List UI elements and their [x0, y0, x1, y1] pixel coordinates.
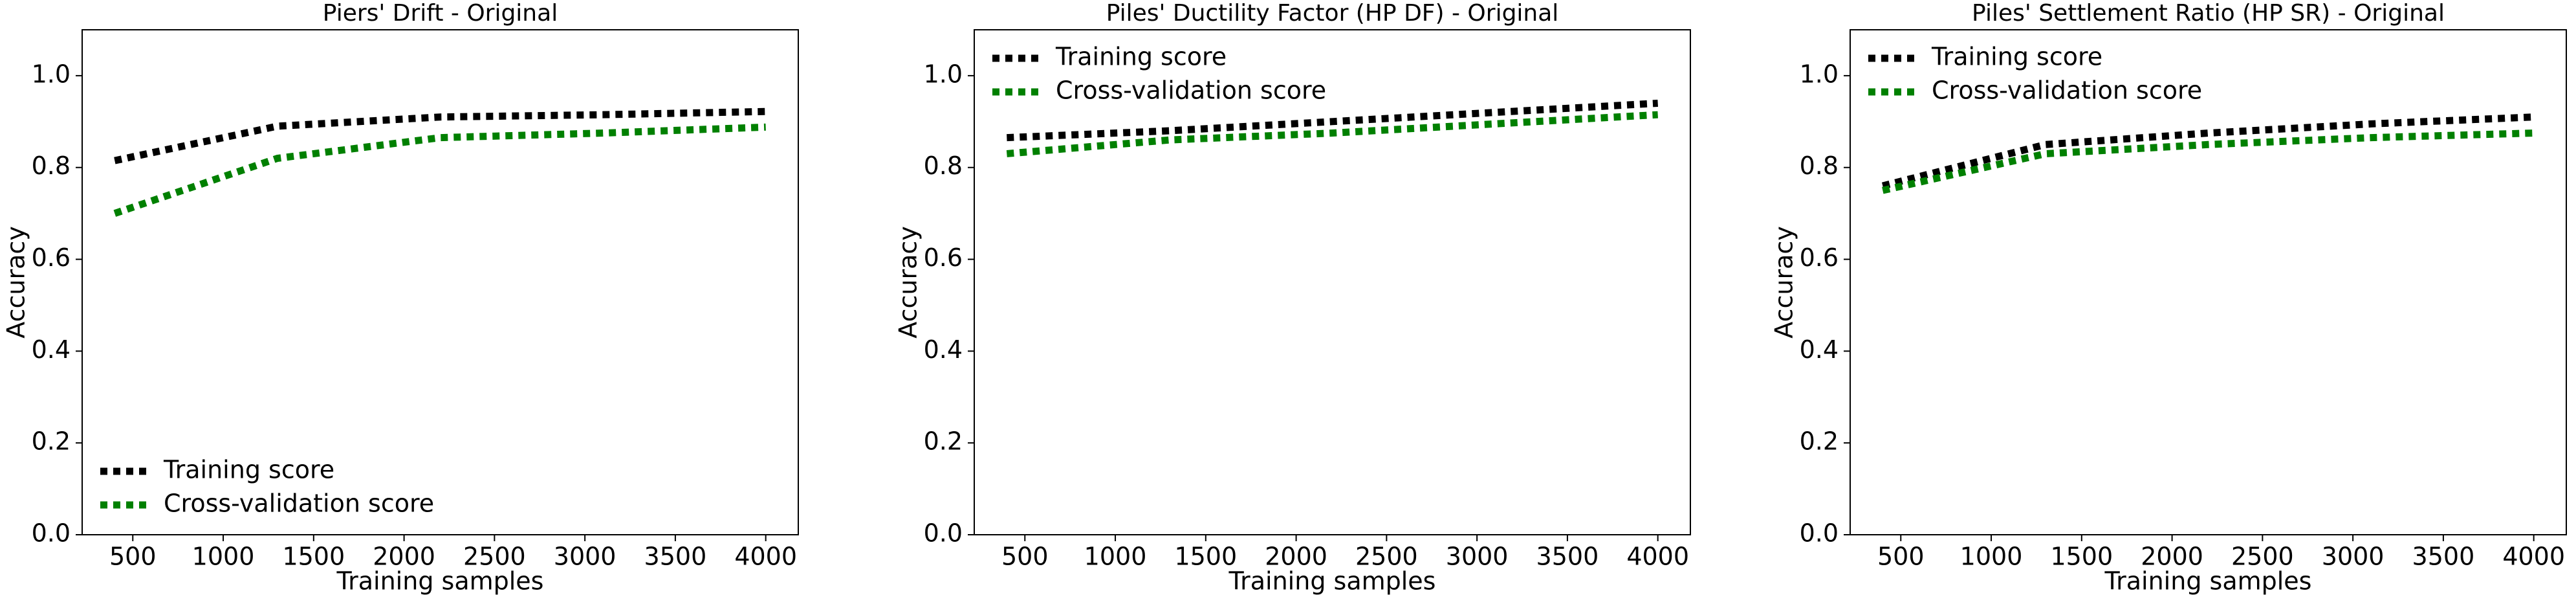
x-axis-label: Training samples: [336, 567, 544, 596]
y-tick-label: 0.6: [1800, 243, 1839, 272]
chart-title: Piles' Ductility Factor (HP DF) - Origin…: [1106, 0, 1559, 27]
series-line: [114, 107, 766, 164]
x-tick-label: 3000: [1446, 542, 1509, 571]
y-axis-label: Accuracy: [2, 226, 30, 339]
legend-label: Training score: [1055, 43, 1227, 71]
y-tick-label: 0.2: [1800, 427, 1839, 456]
plot-frame: [1850, 29, 2567, 535]
x-tick-label: 3000: [2322, 542, 2385, 571]
series-line: [1881, 113, 2534, 190]
chart-title: Piles' Settlement Ratio (HP SR) - Origin…: [1972, 0, 2445, 27]
x-tick-label: 1500: [1174, 542, 1237, 571]
x-tick-label: 3500: [644, 542, 707, 571]
x-tick-label: 1000: [1084, 542, 1147, 571]
y-tick-label: 0.8: [924, 151, 963, 180]
chart-title: Piers' Drift - Original: [323, 0, 558, 27]
y-tick-label: 0.8: [32, 151, 71, 180]
y-tick-label: 0.2: [924, 427, 963, 456]
x-tick-label: 2500: [2231, 542, 2294, 571]
y-tick-label: 0.6: [32, 243, 71, 272]
legend-label: Cross-validation score: [164, 489, 434, 518]
y-tick-label: 1.0: [924, 60, 963, 88]
y-tick-label: 0.2: [32, 427, 71, 456]
x-tick-label: 2500: [1355, 542, 1418, 571]
x-tick-label: 2500: [463, 542, 526, 571]
series-line: [1007, 99, 1658, 142]
legend-label: Cross-validation score: [1056, 76, 1326, 105]
y-tick-label: 0.0: [924, 519, 963, 548]
legend-label: Cross-validation score: [1932, 76, 2202, 105]
x-tick-label: 1500: [2050, 542, 2113, 571]
series-line: [1006, 111, 1658, 157]
x-tick-label: 4000: [1626, 542, 1689, 571]
y-tick-label: 0.4: [1800, 335, 1839, 364]
x-tick-label: 3500: [2412, 542, 2475, 571]
plot-frame: [974, 29, 1691, 535]
x-tick-label: 3500: [1536, 542, 1599, 571]
x-tick-label: 4000: [734, 542, 797, 571]
y-axis-label: Accuracy: [894, 226, 922, 339]
legend-label: Training score: [163, 456, 334, 484]
x-tick-label: 1000: [192, 542, 255, 571]
x-tick-label: 2000: [2141, 542, 2203, 571]
y-tick-label: 0.0: [32, 519, 71, 548]
series-line: [113, 123, 766, 217]
x-axis-label: Training samples: [1228, 567, 1436, 596]
x-tick-label: 500: [1877, 542, 1925, 571]
x-tick-label: 2000: [1265, 542, 1327, 571]
y-tick-label: 0.4: [924, 335, 963, 364]
y-tick-label: 0.6: [924, 243, 963, 272]
x-axis-label: Training samples: [2104, 567, 2312, 596]
x-tick-label: 500: [109, 542, 157, 571]
y-tick-label: 0.4: [32, 335, 71, 364]
x-tick-label: 4000: [2502, 542, 2565, 571]
y-tick-label: 0.8: [1800, 151, 1839, 180]
x-tick-label: 3000: [554, 542, 617, 571]
y-tick-label: 1.0: [32, 60, 71, 88]
x-tick-label: 2000: [373, 542, 435, 571]
y-tick-label: 1.0: [1800, 60, 1839, 88]
x-tick-label: 1000: [1960, 542, 2023, 571]
plot-frame: [82, 29, 799, 535]
series-line: [1882, 129, 2534, 194]
legend-label: Training score: [1931, 43, 2102, 71]
y-tick-label: 0.0: [1800, 519, 1839, 548]
x-tick-label: 500: [1001, 542, 1049, 571]
x-tick-label: 1500: [282, 542, 345, 571]
y-axis-label: Accuracy: [1770, 226, 1798, 339]
